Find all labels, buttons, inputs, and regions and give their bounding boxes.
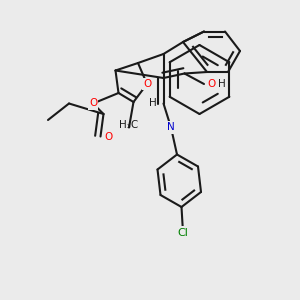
Text: Cl: Cl (178, 227, 188, 238)
Text: N: N (167, 122, 175, 133)
Text: H: H (149, 98, 157, 109)
Text: H₃C: H₃C (119, 119, 139, 130)
Text: O: O (143, 79, 151, 89)
Text: O: O (207, 79, 216, 89)
Text: H: H (218, 79, 226, 89)
Text: O: O (104, 131, 112, 142)
Text: O: O (89, 98, 97, 109)
